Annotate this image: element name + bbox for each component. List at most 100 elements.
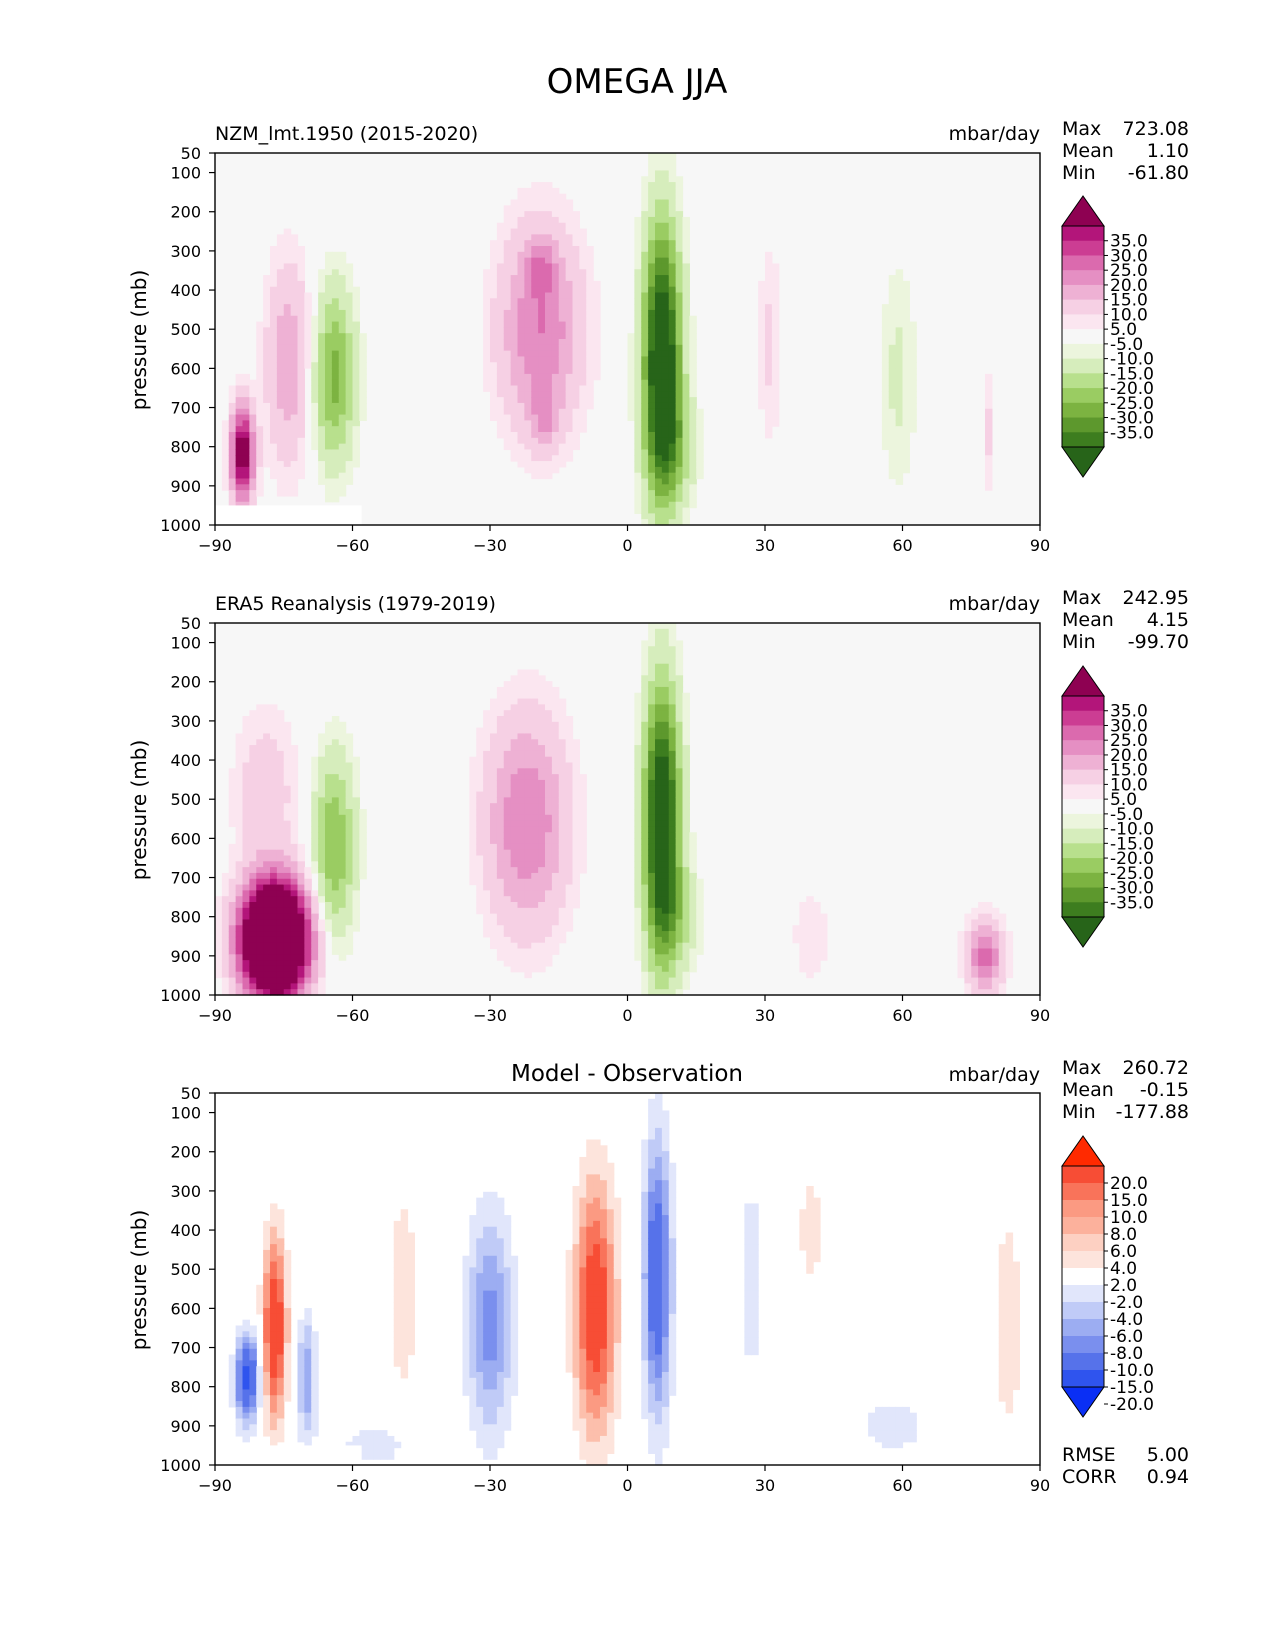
contour-cell: [366, 1435, 374, 1443]
contour-cell: [689, 385, 697, 392]
contour-cell: [496, 756, 505, 764]
contour-cell: [985, 461, 993, 468]
contour-cell: [235, 954, 244, 961]
contour-cell: [895, 408, 904, 416]
contour-cell: [648, 942, 656, 950]
contour-cell: [551, 379, 560, 387]
contour-cell: [641, 913, 649, 921]
contour-cell: [689, 965, 697, 973]
contour-cell: [228, 971, 237, 979]
contour-cell: [290, 251, 299, 259]
contour-cell: [249, 426, 257, 433]
contour-cell: [641, 478, 649, 485]
contour-cell: [483, 750, 491, 758]
contour-cell: [318, 791, 326, 798]
contour-cell: [545, 931, 553, 938]
contour-cell: [971, 960, 979, 967]
contour-cell: [283, 327, 292, 334]
contour-cell: [490, 710, 498, 717]
contour-cell: [551, 275, 560, 282]
contour-cell: [517, 704, 525, 711]
contour-cell: [551, 350, 560, 358]
contour-cell: [689, 344, 697, 352]
contour-cell: [510, 872, 519, 880]
contour-cell: [318, 948, 326, 955]
contour-cell: [331, 356, 340, 363]
contour-cell: [311, 379, 319, 387]
contour-cell: [249, 820, 257, 828]
contour-cell: [228, 501, 237, 509]
contour-cell: [283, 954, 292, 961]
contour-cell: [352, 408, 360, 416]
contour-cell: [524, 971, 532, 979]
contour-cell: [538, 443, 546, 451]
contour-cell: [551, 692, 560, 700]
contour-cell: [531, 449, 539, 456]
contour-cell: [655, 333, 663, 340]
contour-cell: [682, 867, 690, 874]
contour-cell: [331, 344, 340, 352]
contour-cell: [634, 878, 642, 886]
contour-cell: [545, 373, 553, 381]
contour-cell: [276, 902, 285, 909]
contour-cell: [902, 321, 910, 328]
contour-cell: [668, 350, 677, 358]
contour-cell: [345, 942, 354, 950]
contour-cell: [668, 397, 677, 404]
contour-cell: [400, 1209, 409, 1216]
contour-cell: [352, 896, 360, 903]
contour-cell: [276, 397, 285, 404]
contour-cell: [641, 820, 649, 828]
contour-cell: [682, 733, 690, 740]
contour-cell: [668, 164, 677, 172]
contour-cell: [881, 420, 890, 427]
contour-cell: [964, 913, 972, 921]
contour-cell: [655, 519, 663, 526]
contour-cell: [297, 861, 305, 868]
contour-cell: [283, 756, 292, 764]
contour-cell: [648, 785, 656, 793]
contour-cell: [558, 443, 567, 451]
contour-cell: [524, 745, 532, 752]
contour-cell: [655, 309, 663, 317]
contour-cell: [400, 1372, 409, 1379]
contour-cell: [655, 733, 663, 740]
contour-cell: [648, 721, 656, 729]
contour-cell: [407, 1267, 415, 1274]
contour-cell: [242, 954, 250, 961]
contour-cell: [290, 426, 299, 433]
contour-cell: [483, 797, 491, 804]
contour-cell: [345, 872, 354, 880]
contour-cell: [304, 983, 312, 990]
contour-cell: [641, 228, 649, 235]
contour-cell: [558, 379, 567, 387]
contour-cell: [276, 379, 285, 387]
contour-cell: [675, 216, 684, 224]
contour-cell: [648, 925, 656, 932]
contour-cell: [531, 692, 539, 700]
contour-cell: [668, 420, 677, 427]
colorbar-band: [1062, 725, 1104, 741]
contour-cell: [235, 472, 244, 480]
contour-cell: [888, 339, 897, 346]
contour-cell: [648, 391, 656, 398]
contour-cell: [249, 925, 257, 932]
contour-cell: [283, 832, 292, 839]
contour-cell: [531, 733, 539, 740]
contour-cell: [235, 820, 244, 828]
contour-cell: [276, 739, 285, 746]
contour-cell: [256, 942, 264, 950]
contour-cell: [510, 890, 519, 897]
contour-cell: [352, 762, 360, 769]
contour-cell: [263, 1244, 271, 1251]
contour-cell: [249, 1325, 257, 1332]
contour-cell: [276, 983, 285, 990]
contour-cell: [545, 872, 553, 880]
contour-cell: [359, 397, 367, 404]
contour-cell: [689, 902, 697, 909]
colorbar-band: [1062, 432, 1104, 448]
contour-cell: [325, 826, 333, 833]
contour-cell: [545, 721, 553, 729]
contour-cell: [297, 1319, 305, 1327]
contour-cell: [634, 420, 642, 427]
